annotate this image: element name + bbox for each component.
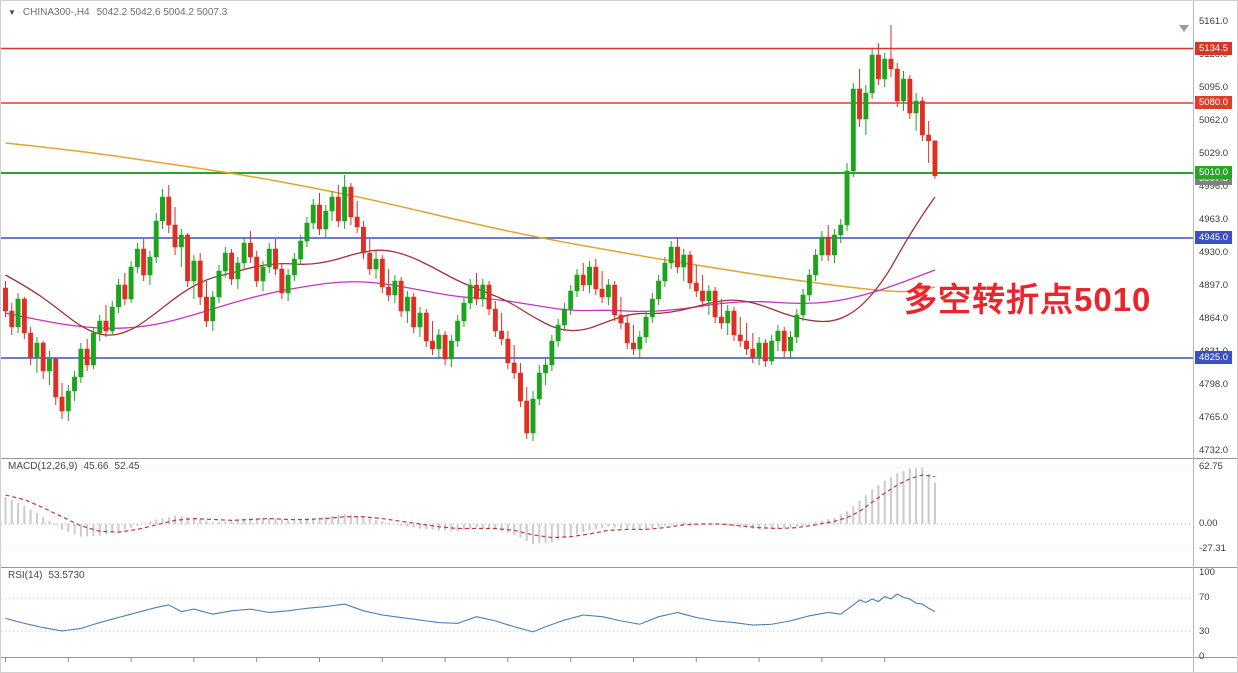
price-tick-label: 5062.0	[1199, 115, 1229, 126]
annotation-text[interactable]: 多空转折点5010	[904, 281, 1152, 318]
level-price-badge-5134.5: 5134.5	[1195, 41, 1233, 55]
level-price-badge-5010.0: 5010.0	[1195, 166, 1233, 179]
horizontal-level-lines[interactable]	[1, 47, 1193, 359]
macd-tick-label: 0.00	[1199, 518, 1218, 529]
collapse-arrow-icon[interactable]: ▼	[8, 7, 16, 17]
macd-histogram	[4, 467, 936, 544]
price-tick-label: 5095.0	[1199, 82, 1229, 93]
rsi-indicator-label: RSI(14) 53.5730	[8, 570, 85, 581]
rsi-pane[interactable]	[1, 593, 1193, 633]
level-price-badge-5080.0: 5080.0	[1195, 96, 1233, 109]
price-tick-label: 4996.0	[1199, 181, 1229, 192]
rsi-tick-label: 100	[1199, 567, 1215, 578]
price-tick-label: 4864.0	[1199, 313, 1229, 324]
price-tick-label: 5161.0	[1199, 16, 1229, 27]
macd-tick-label: 62.75	[1199, 461, 1223, 473]
ma-slow-orange	[5, 142, 936, 293]
price-tick-label: 4765.0	[1199, 412, 1229, 423]
rsi-tick-label: 70	[1199, 592, 1210, 604]
price-tick-label: 4930.0	[1199, 247, 1229, 258]
candlestick-series	[3, 25, 938, 441]
macd-name: MACD(12,26,9)	[8, 461, 78, 472]
macd-signal-line	[5, 474, 936, 539]
level-price-badge-4825.0: 4825.0	[1195, 351, 1233, 364]
rsi-line	[5, 593, 936, 633]
chart-shift-marker-icon[interactable]	[1179, 25, 1189, 32]
price-tick-label: 4798.0	[1199, 379, 1229, 390]
macd-value-signal: 52.45	[114, 461, 140, 472]
rsi-tick-label: 0	[1199, 651, 1205, 662]
price-tick-label: 4897.0	[1199, 280, 1229, 291]
price-tick-label: 4732.0	[1199, 445, 1229, 456]
macd-pane[interactable]	[1, 466, 1193, 550]
price-tick-label: 5128.0	[1199, 49, 1229, 60]
macd-value-main: 45.66	[83, 461, 109, 472]
time-axis-ticks	[5, 657, 886, 662]
price-tick-label: 5029.0	[1199, 148, 1229, 159]
macd-tick-label: -27.31	[1199, 542, 1226, 554]
price-tick-label: 4963.0	[1199, 214, 1229, 225]
rsi-name: RSI(14)	[8, 570, 43, 581]
rsi-tick-label: 30	[1199, 625, 1210, 637]
ohlc-readout: 5042.2 5042.6 5004.2 5007.3	[96, 7, 228, 18]
rsi-value: 53.5730	[48, 570, 85, 581]
level-price-badge-4945.0: 4945.0	[1195, 231, 1233, 244]
chart-header: ▼ CHINA300-,H4 5042.2 5042.6 5004.2 5007…	[8, 7, 227, 18]
macd-indicator-label: MACD(12,26,9) 45.66 52.45	[8, 461, 140, 472]
symbol-title: CHINA300-,H4	[22, 7, 90, 18]
